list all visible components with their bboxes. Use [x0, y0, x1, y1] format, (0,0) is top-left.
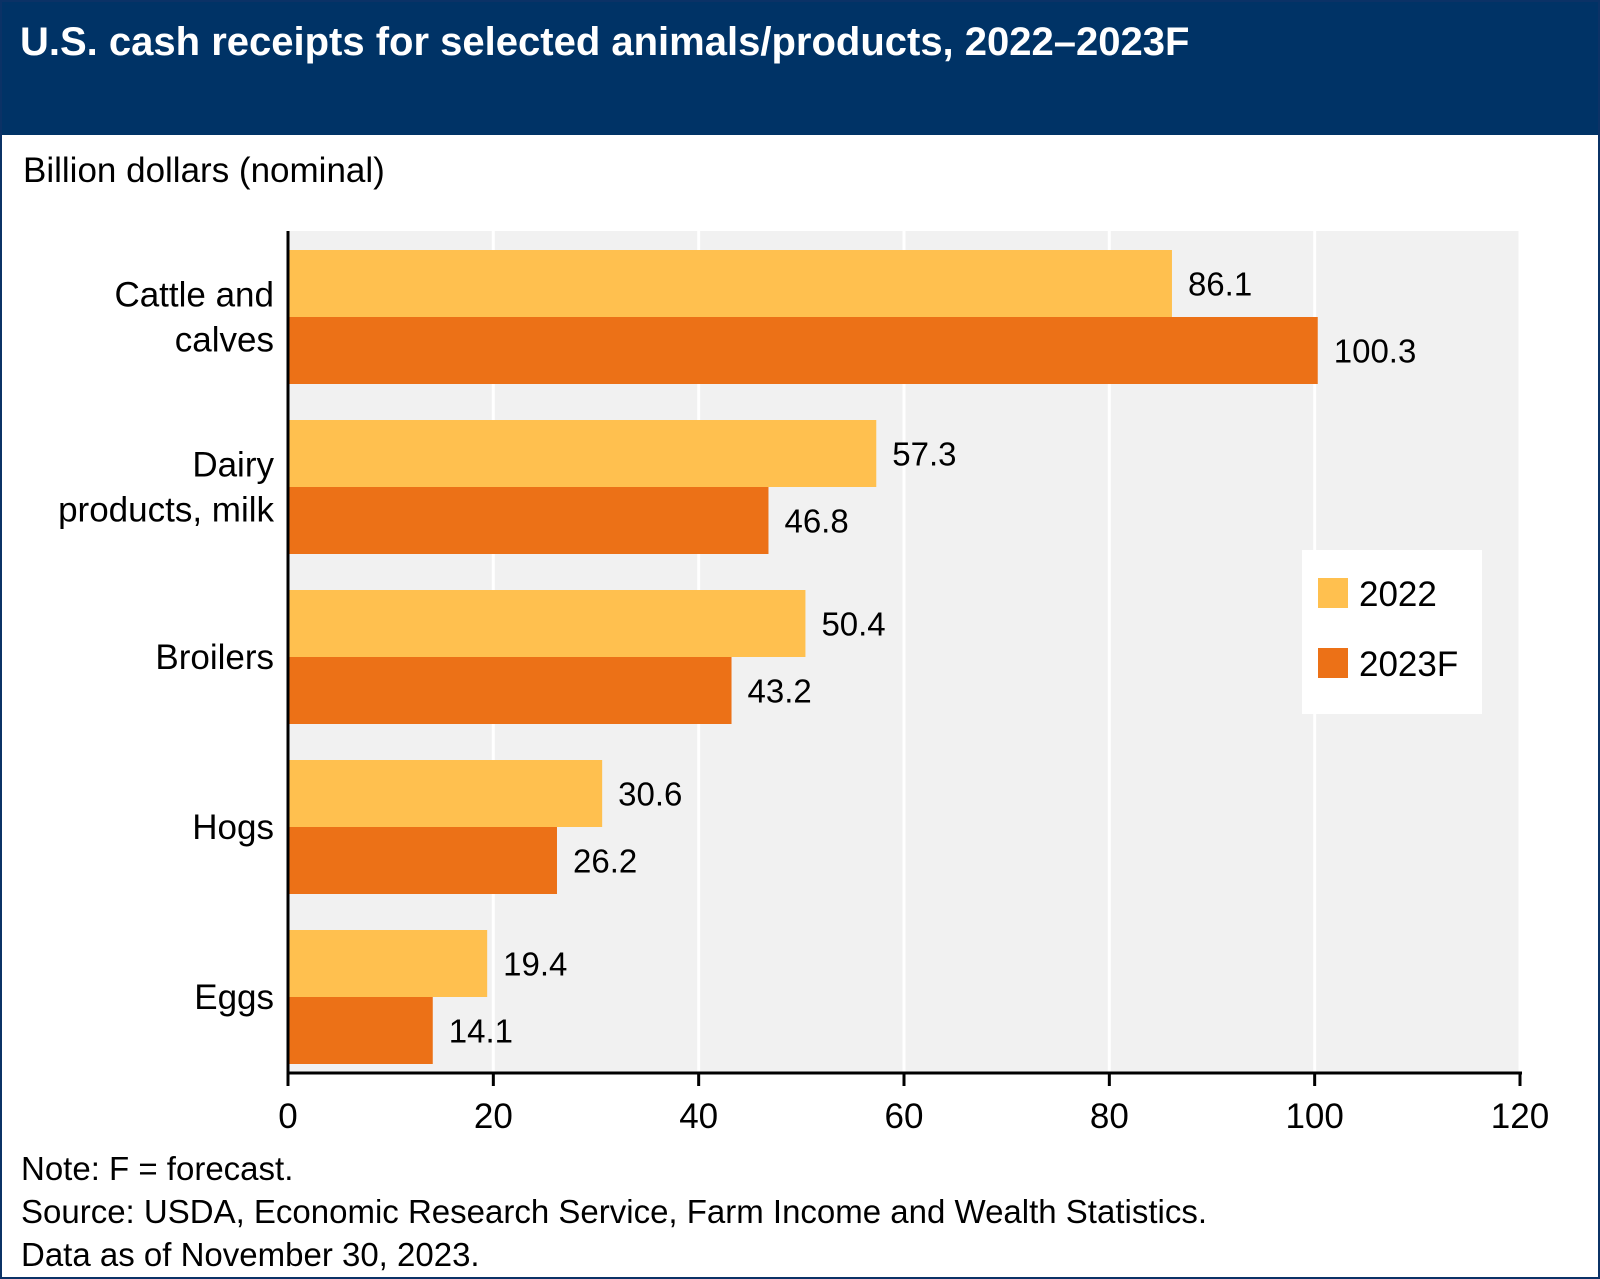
bar-2023F-4 — [288, 997, 433, 1064]
x-tick-label: 100 — [1285, 1097, 1343, 1136]
value-label: 86.1 — [1188, 266, 1252, 303]
category-label: Broilers — [155, 638, 274, 677]
legend-label: 2022 — [1359, 575, 1437, 614]
category-label-line: Hogs — [192, 808, 274, 847]
value-label: 26.2 — [573, 843, 637, 880]
category-label-line: products, milk — [58, 491, 274, 530]
category-label-line: Eggs — [194, 978, 274, 1017]
legend-background — [1302, 550, 1482, 714]
note-text: Note: F = forecast. — [21, 1150, 294, 1187]
bar-2022-3 — [288, 760, 603, 827]
value-label: 43.2 — [748, 673, 812, 710]
value-label: 46.8 — [784, 503, 848, 540]
notes: Note: F = forecast. Source: USDA, Econom… — [21, 1147, 1207, 1276]
x-tick-label: 40 — [679, 1097, 718, 1136]
legend-swatch-2022 — [1318, 578, 1348, 608]
x-tick-label: 20 — [474, 1097, 513, 1136]
category-label: Cattle and calves — [114, 276, 274, 360]
value-label: 30.6 — [618, 776, 682, 813]
category-label: Hogs — [192, 808, 274, 847]
value-label: 50.4 — [821, 606, 885, 643]
source-text: Source: USDA, Economic Research Service,… — [21, 1193, 1208, 1230]
legend: 2022 2023F — [1302, 550, 1482, 714]
bar-2023F-0 — [288, 317, 1318, 384]
bar-2023F-2 — [288, 657, 732, 724]
x-tick-label: 120 — [1491, 1097, 1549, 1136]
x-tick-label: 0 — [278, 1097, 297, 1136]
axes — [286, 231, 1522, 1086]
header-bar: U.S. cash receipts for selected animals/… — [2, 2, 1598, 135]
value-label: 14.1 — [449, 1013, 513, 1050]
bar-2023F-3 — [288, 827, 557, 894]
category-label-line: Dairy — [192, 446, 274, 485]
bars — [288, 250, 1318, 1064]
bar-2022-4 — [288, 930, 488, 997]
category-label-line: Broilers — [155, 638, 274, 677]
chart-title: U.S. cash receipts for selected animals/… — [20, 20, 1190, 64]
date-text: Data as of November 30, 2023. — [21, 1236, 480, 1273]
legend-swatch-2023F — [1318, 648, 1348, 678]
value-label: 19.4 — [503, 946, 567, 983]
bar-2022-0 — [288, 250, 1172, 317]
legend-label: 2023F — [1359, 645, 1458, 684]
category-label: Eggs — [194, 978, 274, 1017]
value-label: 57.3 — [892, 436, 956, 473]
unit-label: Billion dollars (nominal) — [23, 151, 385, 190]
labels: 86.1 100.3 Cattle and calves 57.3 46.8 Dairy pr… — [58, 266, 1549, 1137]
category-label-line: Cattle and — [114, 276, 274, 315]
value-label: 100.3 — [1334, 333, 1417, 370]
category-label: Dairy products, milk — [58, 446, 274, 530]
x-tick-label: 80 — [1090, 1097, 1129, 1136]
bar-2023F-1 — [288, 487, 769, 554]
category-label-line: calves — [175, 321, 274, 360]
bar-2022-1 — [288, 420, 877, 487]
bar-2022-2 — [288, 590, 806, 657]
x-tick-label: 60 — [885, 1097, 924, 1136]
